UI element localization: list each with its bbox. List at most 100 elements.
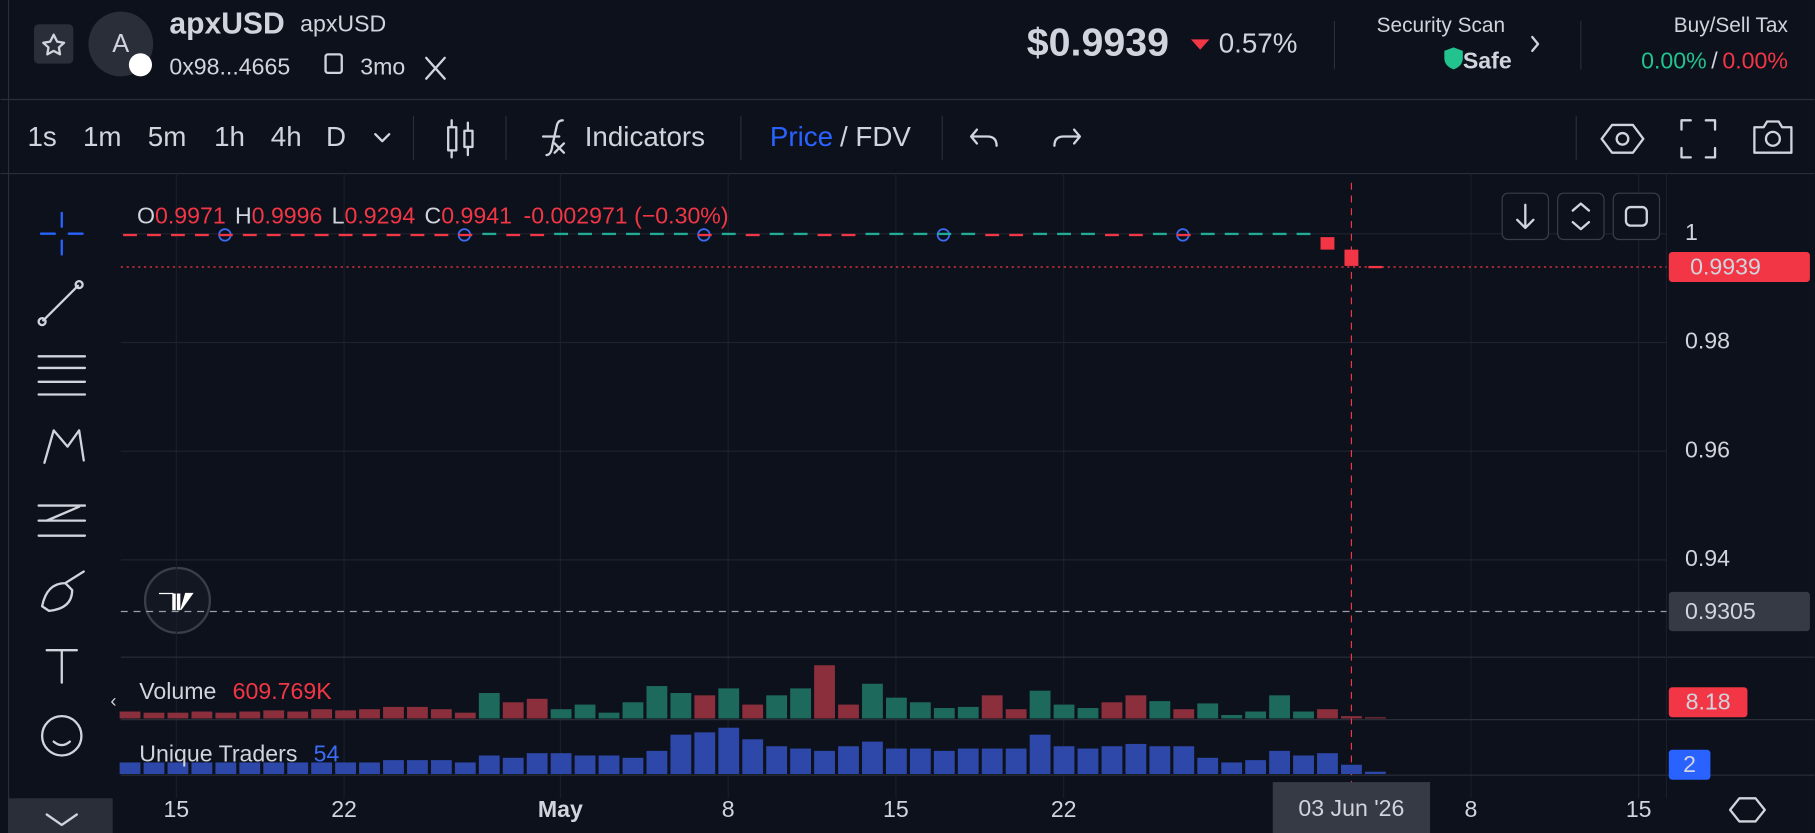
candle-body: [1057, 232, 1071, 236]
pane-button[interactable]: [1557, 192, 1605, 241]
screenshot-icon[interactable]: [1753, 120, 1793, 154]
traders-bar: [1101, 746, 1123, 774]
volume-bar: [790, 688, 812, 719]
interval-group: 1s 1m 5m 1h 4h D: [27, 121, 346, 152]
interval-button[interactable]: 1m: [83, 121, 122, 152]
token-symbol: apxUSD: [300, 11, 386, 37]
candle-type-icon[interactable]: [447, 119, 474, 159]
candle-body: [817, 233, 832, 237]
pattern-tool[interactable]: [43, 429, 85, 464]
volume-bar: [1269, 695, 1290, 719]
down-arrow: [1190, 39, 1210, 50]
candle-body: [290, 233, 305, 237]
interval-button[interactable]: 5m: [148, 121, 187, 152]
traders-bar: [430, 760, 452, 774]
chevron[interactable]: [1531, 35, 1540, 53]
volume-bar: [1005, 709, 1027, 719]
crosshair-tool[interactable]: [39, 211, 84, 256]
screenshot-icon: [1764, 130, 1781, 147]
traders-bar: [407, 760, 428, 774]
price-change: 0.57%: [1219, 27, 1298, 58]
last-price-label: 0.9939: [1690, 253, 1761, 279]
avatar-letter: A: [112, 30, 129, 58]
volume-bar: [359, 709, 380, 719]
axis-settings[interactable]: [1728, 797, 1766, 823]
candle-body: [482, 232, 497, 236]
candle-body: [338, 233, 353, 237]
forecast-tool[interactable]: [37, 504, 87, 537]
fib-tool[interactable]: [37, 355, 87, 396]
copy-icon[interactable]: [324, 53, 343, 75]
traders-bar: [119, 762, 141, 774]
traders-bar: [766, 746, 788, 774]
volume-bar: [1197, 703, 1219, 719]
traders-bar: [790, 748, 812, 774]
crosshair-date-tag: [1272, 782, 1431, 833]
volume-bar: [646, 686, 668, 719]
candle-body: [578, 232, 593, 236]
line-tool: [37, 317, 47, 327]
traders-bar: [862, 741, 883, 774]
traders-bar: [1173, 746, 1195, 774]
candle-body: [1320, 237, 1335, 250]
interval-button[interactable]: 1s: [27, 121, 56, 152]
volume-legend: Volume 609.769K: [139, 678, 332, 704]
emoji-tool[interactable]: [40, 714, 83, 757]
drawing-tools: [37, 211, 87, 757]
traders-bar: [1245, 760, 1267, 774]
candle-body: [1081, 232, 1095, 236]
traders-bar: [454, 762, 476, 774]
price-toggle[interactable]: Price: [770, 121, 833, 152]
traders-bar: [1269, 750, 1290, 774]
pane-button[interactable]: [1612, 192, 1661, 241]
interval-button[interactable]: 1h: [214, 121, 245, 152]
candle-body: [242, 233, 257, 237]
fdv-toggle[interactable]: / FDV: [840, 121, 911, 152]
candle-body: [1104, 233, 1119, 237]
volume-bar: [550, 709, 572, 719]
x-tick-label: 22: [1051, 796, 1077, 822]
tax-separator: /: [1711, 48, 1718, 74]
line-tool: [74, 279, 84, 290]
chevron[interactable]: [374, 133, 391, 143]
interval-button[interactable]: 4h: [271, 121, 302, 152]
x-icon[interactable]: [425, 56, 446, 80]
volume-bar: [167, 712, 189, 719]
x-tick-label: May: [538, 796, 583, 822]
collapse-button[interactable]: [8, 798, 113, 833]
pane-buttons: [1501, 192, 1661, 241]
indicators-button[interactable]: Indicators: [585, 121, 705, 152]
volume-bar: [143, 712, 165, 719]
volume-bar: [598, 712, 620, 719]
traders-bar: [598, 755, 620, 774]
brush-tool[interactable]: [40, 570, 85, 613]
favorite-button[interactable]: [34, 24, 74, 64]
traders-bar: [167, 762, 189, 774]
undo-icon[interactable]: [969, 128, 998, 147]
interval-button[interactable]: D: [326, 121, 346, 152]
candle-body: [194, 233, 209, 237]
traders-bar: [814, 750, 835, 774]
volume-last: 8.18: [1686, 689, 1731, 715]
indicators-icon[interactable]: [541, 119, 566, 157]
traders-bar: [1077, 748, 1099, 774]
address[interactable]: 0x98...4665: [169, 53, 290, 79]
text-tool[interactable]: [45, 649, 78, 684]
traders-bar: [287, 762, 309, 774]
candle-body: [1296, 232, 1311, 236]
candle-body: [1248, 232, 1263, 236]
security-label[interactable]: Security Scan: [1377, 14, 1505, 37]
settings-icon[interactable]: [1600, 123, 1645, 154]
candle-body: [626, 232, 640, 236]
candle-body: [266, 233, 281, 237]
volume-bar: [1125, 695, 1147, 719]
volume-bar: [454, 712, 476, 719]
line-tool[interactable]: [42, 284, 80, 322]
volume-bar: [718, 688, 740, 719]
volume-tag: [1668, 687, 1748, 718]
volume-bar: [933, 708, 955, 719]
fullscreen-icon[interactable]: [1680, 119, 1717, 159]
x-tick-label: 8: [722, 796, 735, 822]
collapse-arrow[interactable]: ‹: [110, 690, 116, 711]
volume-bar: [191, 711, 213, 719]
